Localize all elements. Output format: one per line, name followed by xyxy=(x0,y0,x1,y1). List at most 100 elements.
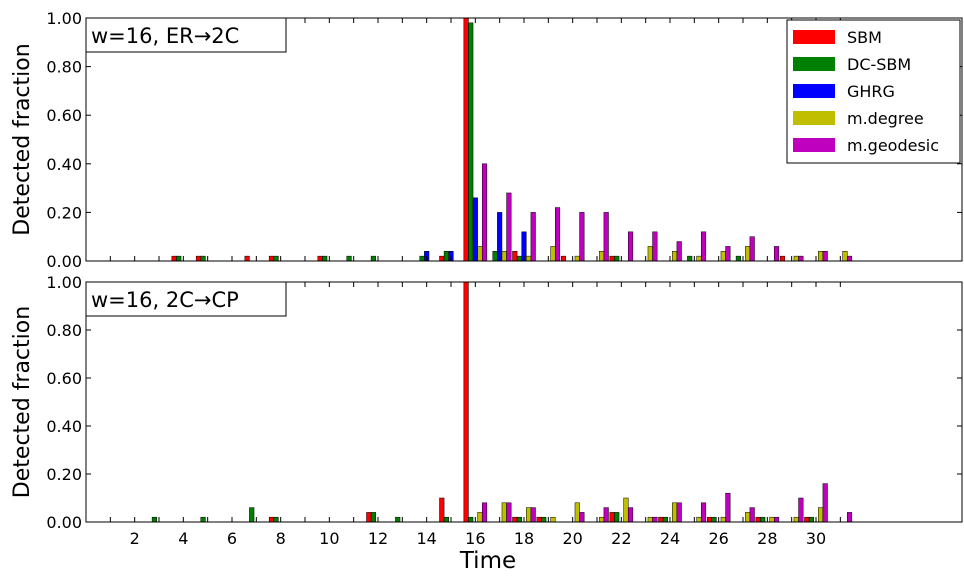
bar-sbm xyxy=(171,255,177,262)
y-tick-label: 0.80 xyxy=(46,321,82,340)
bar-dc-sbm xyxy=(541,516,547,523)
bar-m-geodesic xyxy=(676,241,682,262)
bar-dc-sbm xyxy=(760,516,766,523)
bar-m-degree xyxy=(623,497,629,523)
bar-sbm xyxy=(463,17,469,262)
bar-dc-sbm xyxy=(200,255,206,262)
bar-m-geodesic xyxy=(676,502,682,523)
bar-m-geodesic xyxy=(749,236,755,262)
legend-swatch-dc-sbm xyxy=(793,57,835,71)
x-tick-label: 20 xyxy=(562,529,582,548)
bar-m-degree xyxy=(477,246,483,262)
bar-m-degree xyxy=(550,516,556,523)
bar-m-geodesic xyxy=(725,246,731,262)
x-axis-label: Time xyxy=(459,548,516,573)
y-tick-label: 0.60 xyxy=(46,369,82,388)
bar-dc-sbm xyxy=(200,516,206,523)
bar-sbm xyxy=(317,255,323,262)
bar-m-degree xyxy=(526,255,532,262)
bar-m-degree xyxy=(574,255,580,262)
bar-sbm xyxy=(195,255,202,262)
bar-dc-sbm xyxy=(808,516,814,523)
x-tick-label: 6 xyxy=(227,529,237,548)
bar-sbm xyxy=(609,255,615,262)
panel-label-box xyxy=(85,17,287,53)
bar-m-geodesic xyxy=(506,192,512,262)
bar-m-degree xyxy=(818,251,824,262)
y-tick-label: 0.00 xyxy=(46,513,82,532)
bar-dc-sbm xyxy=(176,255,182,262)
bar-m-degree xyxy=(647,516,653,523)
bar-dc-sbm xyxy=(468,22,474,262)
legend-swatch-ghrg xyxy=(793,84,835,98)
bar-m-degree xyxy=(696,516,702,523)
bar-sbm xyxy=(706,516,713,523)
bar-m-geodesic xyxy=(627,507,634,523)
bar-m-geodesic xyxy=(627,231,634,262)
bar-sbm xyxy=(463,281,469,523)
bar-dc-sbm xyxy=(687,255,693,262)
bar-m-geodesic xyxy=(603,507,609,523)
bar-sbm xyxy=(755,516,761,523)
panel-label-box xyxy=(85,281,287,317)
bar-m-degree xyxy=(842,251,848,262)
bar-dc-sbm xyxy=(443,251,449,262)
bar-m-degree xyxy=(526,507,532,523)
bar-sbm xyxy=(439,497,445,523)
bar-m-geodesic xyxy=(481,163,488,262)
bar-m-degree xyxy=(501,251,507,262)
bar-dc-sbm xyxy=(735,255,741,262)
panel-label: w=16, 2C→CP xyxy=(91,288,239,312)
bar-m-degree xyxy=(793,255,799,262)
bar-dc-sbm xyxy=(151,516,157,523)
bar-dc-sbm xyxy=(249,507,255,523)
bar-dc-sbm xyxy=(468,516,474,523)
bar-m-degree xyxy=(745,512,751,523)
y-tick-label: 0.20 xyxy=(46,203,82,222)
panel-2: 0.000.200.400.600.801.002 4 6 8 10 12 14 16 18 20… xyxy=(10,273,963,574)
bar-dc-sbm xyxy=(370,255,376,262)
bar-m-geodesic xyxy=(798,497,804,523)
y-tick-label: 1.00 xyxy=(46,9,82,28)
bar-m-degree xyxy=(574,502,580,523)
legend-label: GHRG xyxy=(847,82,895,101)
x-tick-label: 14 xyxy=(416,529,436,548)
bar-m-geodesic xyxy=(749,507,755,523)
bar-m-degree xyxy=(550,246,556,262)
bar-m-degree xyxy=(720,516,726,523)
bar-sbm xyxy=(268,516,275,523)
bar-dc-sbm xyxy=(273,255,279,262)
bar-m-degree xyxy=(599,251,605,262)
bar-sbm xyxy=(244,255,250,262)
bar-m-geodesic xyxy=(530,507,536,523)
bar-m-degree xyxy=(793,516,799,523)
bar-m-geodesic xyxy=(603,212,609,262)
bar-m-geodesic xyxy=(481,502,488,523)
bar-m-geodesic xyxy=(554,207,561,262)
legend-swatch-m-degree xyxy=(793,111,835,125)
bar-sbm xyxy=(804,516,810,523)
bar-dc-sbm xyxy=(492,251,498,262)
bar-m-geodesic xyxy=(530,212,536,262)
bar-m-geodesic xyxy=(579,512,585,523)
bar-m-geodesic xyxy=(700,231,707,262)
bar-dc-sbm xyxy=(419,255,425,262)
legend-label: m.geodesic xyxy=(847,136,939,155)
bar-m-degree xyxy=(745,246,751,262)
bar-m-degree xyxy=(720,251,726,262)
bar-sbm xyxy=(439,255,445,262)
panel-1: 0.00 0.20 0.40 0.60 0.80 1.00 Detected fractio… xyxy=(10,9,963,271)
bar-m-geodesic xyxy=(798,255,804,262)
bar-sbm xyxy=(536,516,542,523)
bar-m-degree xyxy=(672,502,678,523)
bar-dc-sbm xyxy=(662,516,668,523)
bar-m-geodesic xyxy=(652,516,658,523)
x-tick-label: 18 xyxy=(514,529,534,548)
legend-swatch-sbm xyxy=(793,30,835,44)
panel-label: w=16, ER→2C xyxy=(91,24,239,48)
x-tick-label: 4 xyxy=(178,529,188,548)
bar-m-geodesic xyxy=(773,246,780,262)
bar-sbm xyxy=(512,516,518,523)
bar-m-degree xyxy=(647,246,653,262)
